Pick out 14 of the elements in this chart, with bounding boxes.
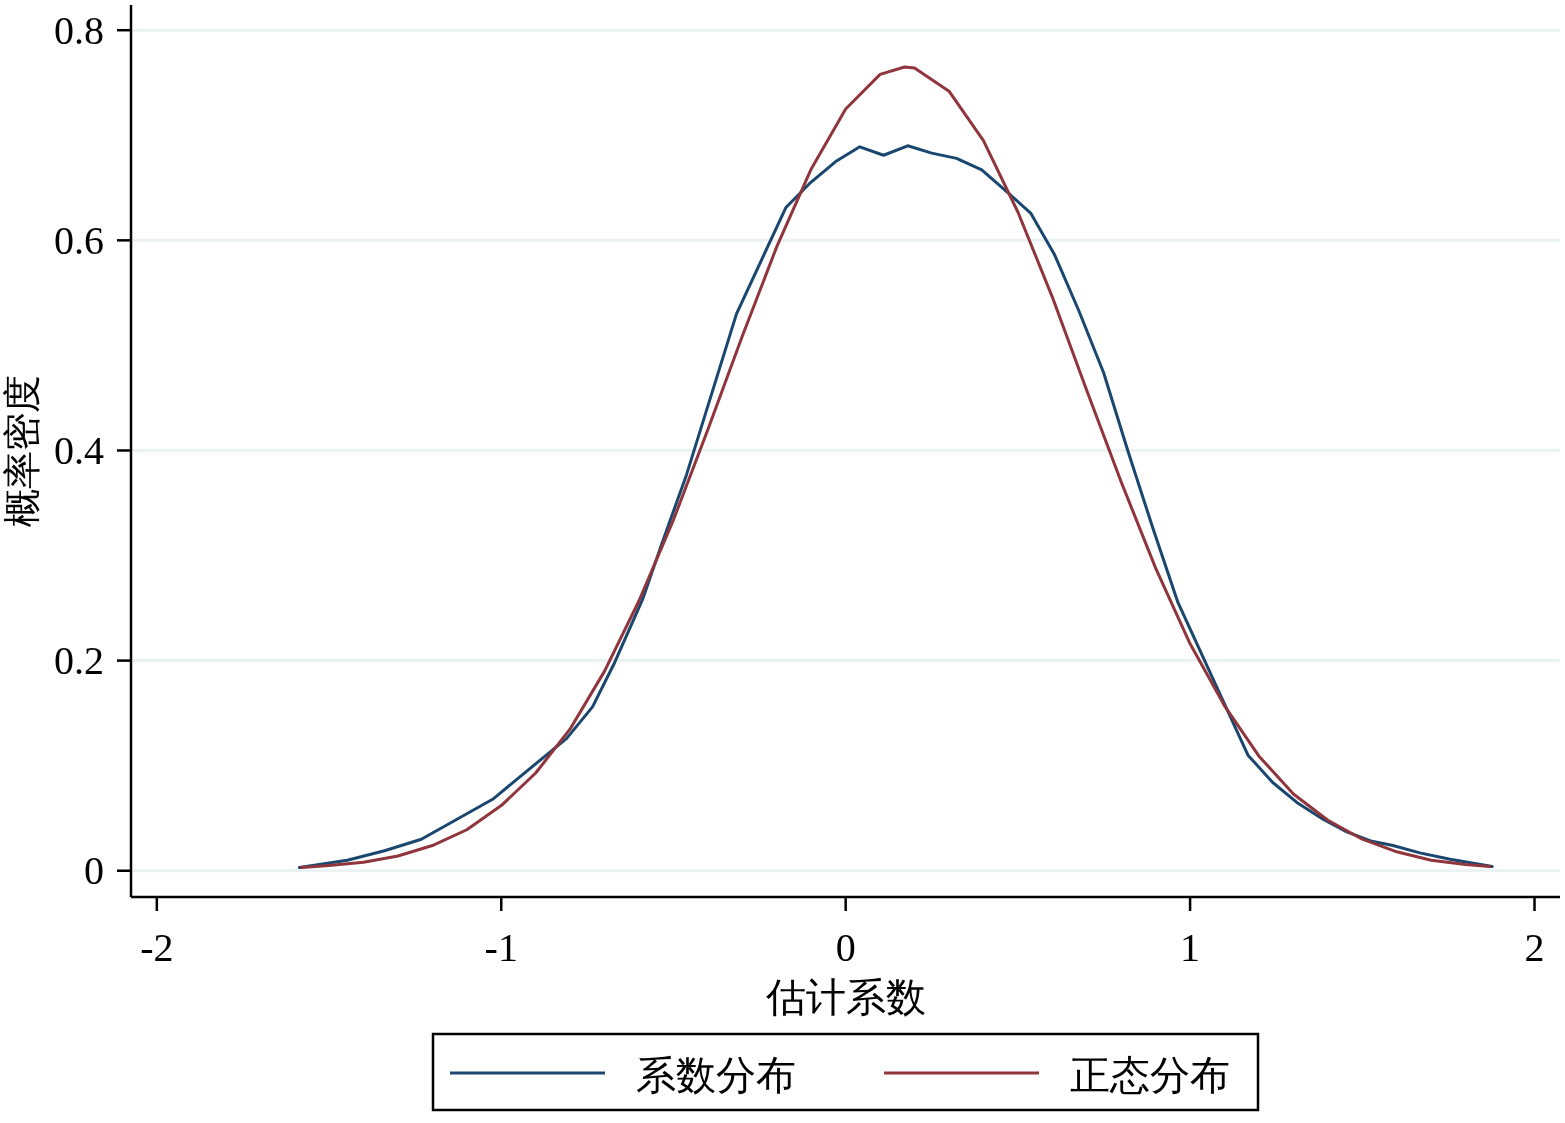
x-tick-label: 1 (1180, 925, 1201, 970)
x-tick-label: -1 (484, 925, 518, 970)
y-tick-label: 0 (84, 848, 104, 894)
x-axis-title: 估计系数 (764, 975, 926, 1020)
legend-label: 正态分布 (1070, 1052, 1230, 1098)
y-tick-label: 0.2 (54, 638, 104, 684)
x-tick-label: 0 (835, 925, 856, 970)
y-tick-label: 0.8 (54, 7, 104, 53)
y-axis-title: 概率密度 (1, 375, 43, 527)
x-tick-label: -2 (140, 925, 174, 970)
legend-label: 系数分布 (636, 1052, 796, 1098)
x-tick-label: 2 (1524, 925, 1545, 970)
y-tick-label: 0.6 (54, 217, 104, 263)
y-tick-label: 0.4 (54, 427, 104, 473)
